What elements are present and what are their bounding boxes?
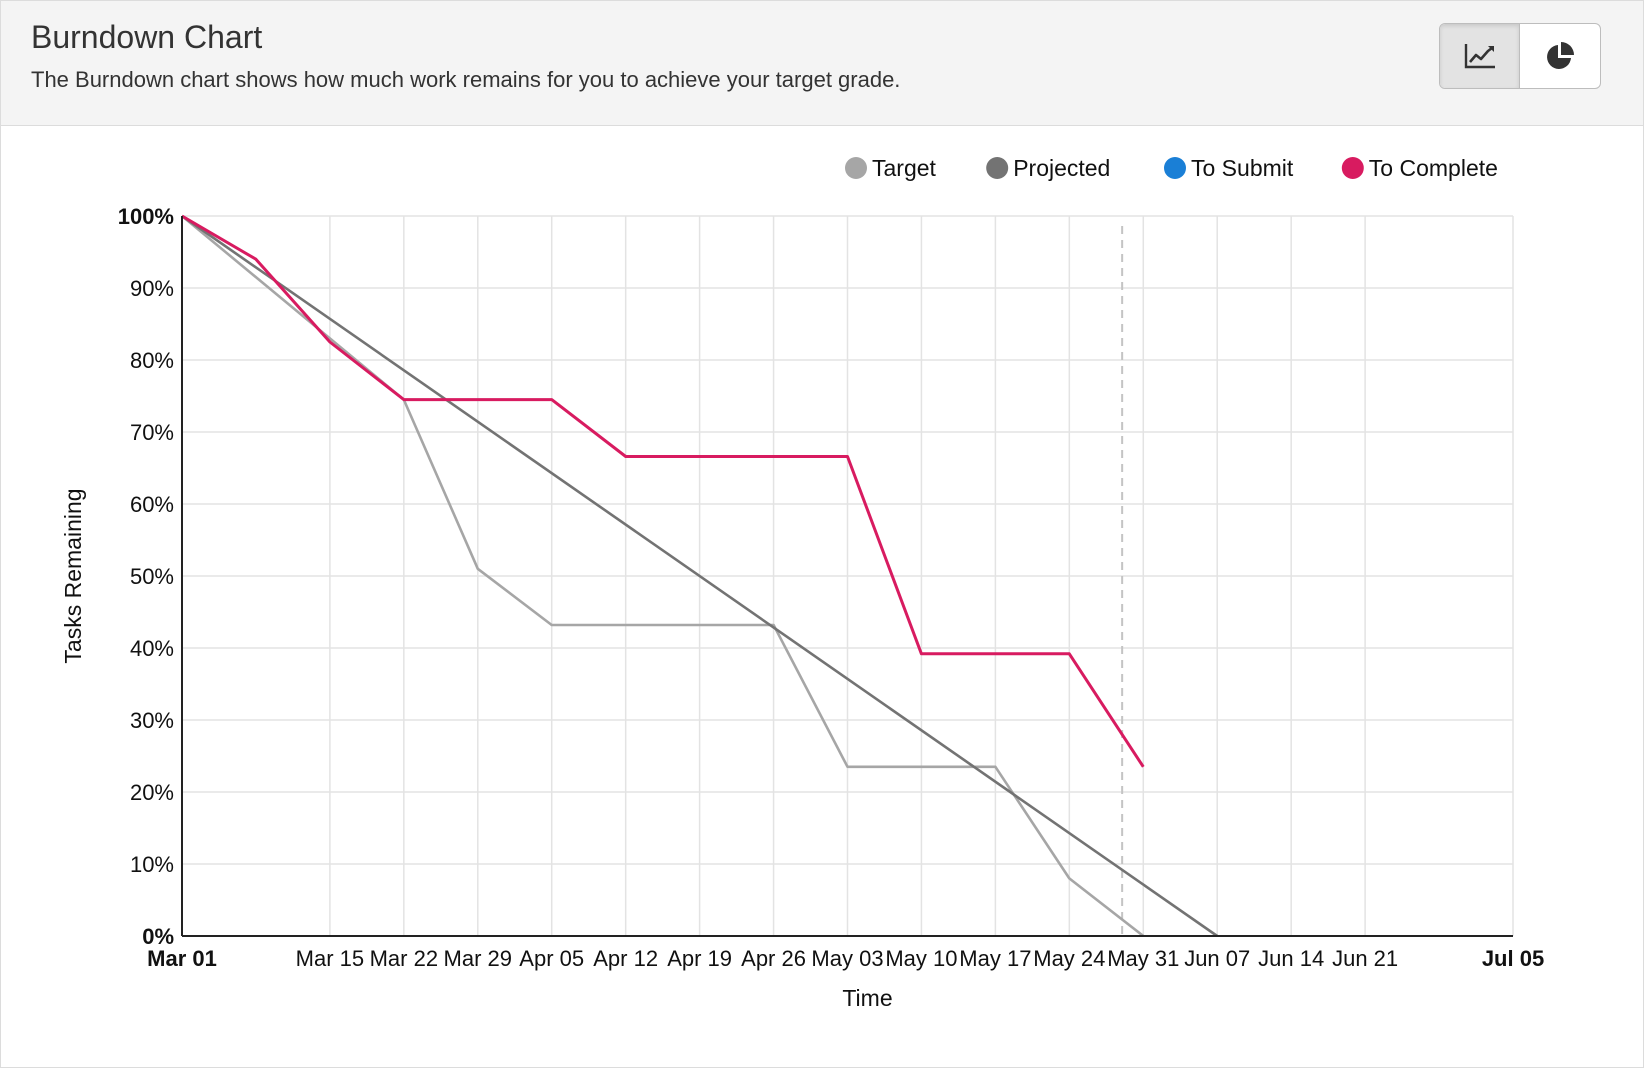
x-axis-title: Time — [842, 985, 892, 1011]
x-tick-label: Mar 15 — [296, 946, 364, 971]
pie-chart-view-button[interactable] — [1520, 24, 1600, 88]
chart-title: Burndown Chart — [31, 19, 263, 55]
axes: 0% 10% 20% 30% 40% 50% 60% 70% 80% 90% 100% Mar 01 M… — [60, 204, 1544, 1011]
y-tick-label: 80% — [130, 348, 174, 373]
legend-label: To Submit — [1191, 155, 1294, 181]
legend-item-target[interactable]: Target — [845, 155, 937, 181]
chart-area: 0% 10% 20% 30% 40% 50% 60% 70% 80% 90% 100% Mar 01 M… — [1, 126, 1643, 1066]
x-tick-label: Jun 21 — [1332, 946, 1398, 971]
legend-swatch — [845, 157, 867, 179]
legend-swatch — [986, 157, 1009, 179]
burndown-chart: 0% 10% 20% 30% 40% 50% 60% 70% 80% 90% 100% Mar 01 M… — [60, 155, 1544, 1011]
legend-label: To Complete — [1369, 155, 1498, 181]
legend-swatch — [1341, 157, 1364, 179]
y-tick-label: 30% — [130, 708, 174, 733]
x-tick-label: Mar 22 — [370, 946, 438, 971]
series-lines — [181, 214, 1218, 938]
legend: Target Projected To Submit To Complete — [845, 155, 1498, 181]
y-tick-label: 40% — [130, 636, 174, 661]
x-tick-label: Apr 12 — [593, 946, 658, 971]
x-tick-label: Apr 19 — [667, 946, 732, 971]
x-tick-label: Mar 01 — [147, 946, 217, 971]
y-tick-label: 50% — [130, 564, 174, 589]
x-tick-label: May 24 — [1033, 946, 1105, 971]
line-chart-icon — [1464, 44, 1495, 69]
y-tick-label: 60% — [130, 492, 174, 517]
series-line-target — [181, 214, 1145, 938]
grid-lines — [181, 215, 1514, 937]
y-tick-label: 70% — [130, 420, 174, 445]
y-tick-label: 20% — [130, 780, 174, 805]
x-tick-label: Apr 26 — [741, 946, 806, 971]
series-line-to-complete — [181, 214, 1145, 768]
x-tick-label: May 03 — [811, 946, 883, 971]
x-tick-label: Jun 14 — [1258, 946, 1324, 971]
y-tick-label: 90% — [130, 276, 174, 301]
legend-swatch — [1164, 157, 1186, 179]
y-tick-label: 10% — [130, 852, 174, 877]
y-tick-label: 100% — [118, 204, 174, 229]
series-line-projected — [181, 214, 1218, 938]
pie-chart-icon — [1547, 42, 1574, 69]
legend-label: Target — [872, 155, 937, 181]
x-tick-label: Apr 05 — [519, 946, 584, 971]
y-axis-title: Tasks Remaining — [60, 488, 86, 663]
panel-header: Burndown Chart The Burndown chart shows … — [1, 1, 1643, 126]
x-tick-label: May 31 — [1107, 946, 1179, 971]
x-tick-label: Jun 07 — [1184, 946, 1250, 971]
x-tick-label: Jul 05 — [1482, 946, 1544, 971]
legend-label: Projected — [1013, 155, 1110, 181]
x-tick-label: Mar 29 — [444, 946, 512, 971]
legend-item-to-complete[interactable]: To Complete — [1341, 155, 1498, 181]
legend-item-to-submit[interactable]: To Submit — [1164, 155, 1294, 181]
legend-item-projected[interactable]: Projected — [986, 155, 1110, 181]
chart-subtitle: The Burndown chart shows how much work r… — [31, 67, 901, 92]
x-tick-label: May 17 — [959, 946, 1031, 971]
x-tick-label: May 10 — [885, 946, 957, 971]
chart-view-toggle — [1439, 23, 1601, 89]
line-chart-view-button[interactable] — [1440, 24, 1520, 88]
y-tick-label: 0% — [142, 924, 174, 949]
